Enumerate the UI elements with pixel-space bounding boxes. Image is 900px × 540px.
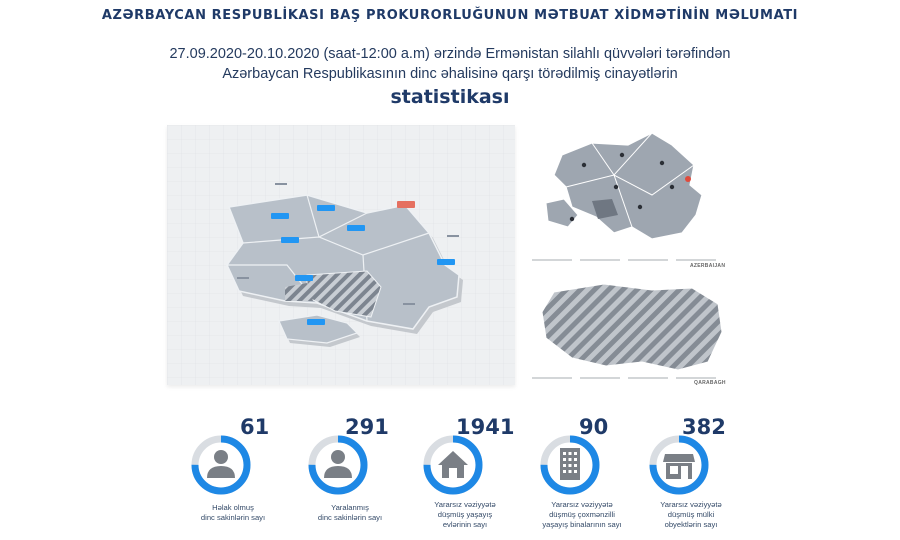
shop-icon <box>663 454 695 479</box>
side-map-country-caption: AZERBAIJAN <box>690 263 726 269</box>
stat-label: Həlak olmuş dinc sakinlərin sayı <box>200 503 266 522</box>
side-map-country-graphic <box>532 132 716 261</box>
stats-row: 61 Həlak olmuş dinc sakinlərin sayı 291 Y… <box>150 410 750 540</box>
stat-damaged-apartment-buildings: 90 Yararsız vəziyyətə düşmüş çoxmənzilli y… <box>517 410 637 540</box>
main-map <box>167 125 515 385</box>
stat-progress-ring <box>308 435 368 495</box>
stat-killed-civilians: 61 Həlak olmuş dinc sakinlərin sayı <box>168 410 288 540</box>
stat-progress-ring <box>540 435 600 495</box>
stat-damaged-houses: 1941 Yararsız vəziyyətə düşmüş yaşayış evl… <box>400 410 520 540</box>
subtitle-strong: statistikası <box>390 86 510 108</box>
stat-progress-ring <box>423 435 483 495</box>
side-map-region-caption: QARABAGH <box>694 380 726 386</box>
stat-label: Yararsız vəziyyətə düşmüş çoxmənzilli yaşa… <box>542 500 622 529</box>
stat-progress-ring <box>649 435 709 495</box>
subtitle: 27.09.2020-20.10.2020 (saat-12:00 a.m) ə… <box>100 44 800 84</box>
person-icon <box>324 450 352 478</box>
stat-progress-ring <box>191 435 251 495</box>
person-icon <box>207 450 235 478</box>
stat-value: 382 <box>682 415 726 439</box>
stat-wounded-civilians: 291 Yaralanmış dinc sakinlərin sayı <box>285 410 405 540</box>
stat-value: 90 <box>579 415 609 439</box>
header-title: AZƏRBAYCAN RESPUBLİKASI BAŞ PROKURORLUĞU… <box>101 8 799 23</box>
house-icon <box>438 451 468 478</box>
main-map-graphic <box>167 125 515 385</box>
stat-label: Yaralanmış dinc sakinlərin sayı <box>317 503 383 522</box>
subtitle-line-1: 27.09.2020-20.10.2020 (saat-12:00 a.m) ə… <box>169 46 731 62</box>
stat-label: Yararsız vəziyyətə düşmüş yaşayış evlərini… <box>434 500 496 529</box>
side-map-country: AZERBAIJAN <box>532 115 732 275</box>
stat-value: 291 <box>345 415 389 439</box>
stat-value: 1941 <box>456 415 515 439</box>
stat-damaged-civil-objects: 382 Yararsız vəziyyətə düşmüş mülki obyekt… <box>626 410 746 540</box>
subtitle-line-2: Azərbaycan Respublikasının dinc əhalisin… <box>222 66 678 82</box>
stat-value: 61 <box>240 415 270 439</box>
stat-label: Yararsız vəziyyətə düşmüş mülki obyektləri… <box>660 500 722 529</box>
side-map-region-graphic <box>532 283 723 379</box>
building-icon <box>560 448 580 480</box>
side-map-region: QARABAGH <box>532 278 732 388</box>
